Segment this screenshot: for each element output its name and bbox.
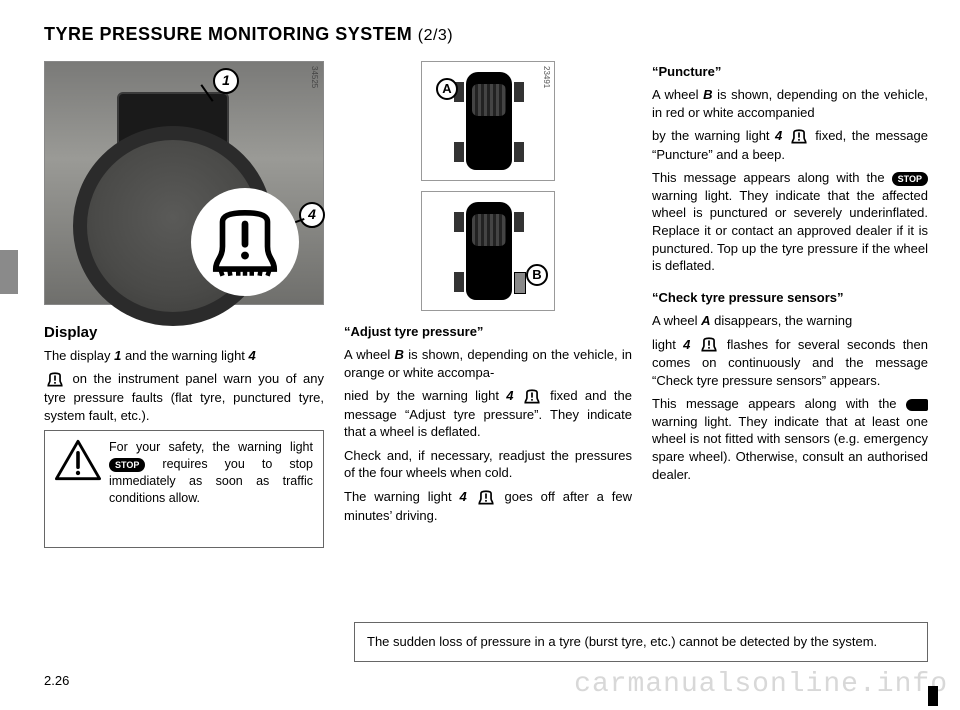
ref-B: B bbox=[395, 347, 404, 362]
t: warning light. They indicate that at lea… bbox=[652, 414, 928, 482]
diag-letter-a: A bbox=[436, 78, 458, 100]
ref-B: B bbox=[703, 87, 712, 102]
photo-id: 23491 bbox=[540, 66, 551, 88]
t: disappears, the warning bbox=[711, 313, 853, 328]
t: warning light. They indicate that the af… bbox=[652, 188, 928, 273]
tpms-inline-icon bbox=[788, 128, 810, 146]
t: The display bbox=[44, 348, 114, 363]
callout-4: 4 bbox=[299, 202, 325, 228]
t: by the warning light bbox=[652, 128, 775, 143]
ref-4: 4 bbox=[506, 388, 513, 403]
tpms-inline-icon bbox=[44, 371, 66, 389]
car-windshield bbox=[472, 84, 506, 116]
tpms-inline-icon bbox=[475, 489, 497, 507]
t: and the warning light bbox=[121, 348, 248, 363]
column-right: “Puncture” A wheel B is shown, depending… bbox=[652, 61, 928, 548]
columns: 34525 1 4 Display The disp bbox=[44, 61, 928, 548]
tpms-icon-circle bbox=[191, 188, 299, 296]
t: on the instrument panel warn you of any … bbox=[44, 371, 324, 422]
display-para-1: The display 1 and the warning light 4 bbox=[44, 347, 324, 365]
mid-p2: nied by the warning light 4 fixed and th… bbox=[344, 387, 632, 441]
t: This message appears along with the bbox=[652, 170, 892, 185]
r-p3: This message appears along with the STOP… bbox=[652, 169, 928, 274]
adjust-heading: “Adjust tyre pressure” bbox=[344, 323, 632, 341]
safety-text: For your safety, the warning light STOP … bbox=[109, 439, 313, 539]
t: A wheel bbox=[344, 347, 395, 362]
r-p4: A wheel A disappears, the warning bbox=[652, 312, 928, 330]
car-windshield bbox=[472, 214, 506, 246]
t: light bbox=[652, 337, 683, 352]
ref-4: 4 bbox=[683, 337, 690, 352]
t: A wheel bbox=[652, 313, 701, 328]
dashboard-photo: 34525 1 4 bbox=[44, 61, 324, 305]
note-box: The sudden loss of pressure in a tyre (b… bbox=[354, 622, 928, 662]
tyre-fr bbox=[514, 82, 524, 102]
safety-box: For your safety, the warning light STOP … bbox=[44, 430, 324, 548]
display-heading: Display bbox=[44, 323, 324, 343]
tyre-rl bbox=[454, 142, 464, 162]
tyre-rr bbox=[514, 142, 524, 162]
tyre-rr-highlight bbox=[514, 272, 526, 294]
mid-p4: The warning light 4 goes off after a few… bbox=[344, 488, 632, 524]
tyre-rl bbox=[454, 272, 464, 292]
warning-triangle-icon bbox=[55, 439, 101, 481]
diag-letter-b: B bbox=[526, 264, 548, 286]
ref-4: 4 bbox=[249, 348, 256, 363]
t: This message appears along with the bbox=[652, 396, 906, 411]
tpms-icon bbox=[209, 206, 281, 278]
t: nied by the warning light bbox=[344, 388, 506, 403]
note-text: The sudden loss of pressure in a tyre (b… bbox=[367, 634, 877, 649]
service-icon bbox=[906, 399, 928, 411]
corner-mark bbox=[928, 686, 938, 706]
title-main: TYRE PRESSURE MONITORING SYSTEM bbox=[44, 24, 412, 44]
mid-p3: Check and, if necessary, readjust the pr… bbox=[344, 447, 632, 482]
display-para-2: on the instrument panel warn you of any … bbox=[44, 370, 324, 424]
column-left: 34525 1 4 Display The disp bbox=[44, 61, 324, 548]
check-sensors-heading: “Check tyre pressure sensors” bbox=[652, 289, 928, 307]
title-part: (2/3) bbox=[418, 27, 453, 44]
callout-1: 1 bbox=[213, 68, 239, 94]
t: flashes for several sec­onds then comes … bbox=[652, 337, 928, 388]
t: The warning light bbox=[344, 489, 459, 504]
column-middle: 23491 A B “Adjust tyre pressure” bbox=[344, 61, 632, 548]
car-diagram-b: B bbox=[421, 191, 555, 311]
tpms-inline-icon bbox=[698, 336, 720, 354]
tpms-inline-icon bbox=[521, 388, 543, 406]
tyre-fl bbox=[454, 212, 464, 232]
ref-A: A bbox=[701, 313, 710, 328]
r-p2: by the warning light 4 fixed, the messag… bbox=[652, 127, 928, 163]
page-title: TYRE PRESSURE MONITORING SYSTEM (2/3) bbox=[44, 22, 928, 47]
t: A wheel bbox=[652, 87, 703, 102]
photo-id: 34525 bbox=[308, 66, 319, 88]
stop-pill-icon: STOP bbox=[892, 172, 928, 186]
r-p6: This message appears along with the warn… bbox=[652, 395, 928, 483]
page: TYRE PRESSURE MONITORING SYSTEM (2/3) 34… bbox=[0, 0, 960, 568]
r-p1: A wheel B is shown, depending on the veh… bbox=[652, 86, 928, 121]
puncture-heading: “Puncture” bbox=[652, 63, 928, 81]
ref-4: 4 bbox=[459, 489, 466, 504]
mid-p1: A wheel B is shown, depending on the veh… bbox=[344, 346, 632, 381]
tyre-fr bbox=[514, 212, 524, 232]
side-tab bbox=[0, 250, 18, 294]
t: For your safety, the warning light bbox=[109, 440, 313, 454]
page-number: 2.26 bbox=[44, 672, 69, 690]
watermark: carmanualsonline.info bbox=[574, 666, 948, 704]
ref-4: 4 bbox=[775, 128, 782, 143]
stop-pill-icon: STOP bbox=[109, 458, 145, 472]
r-p5: light 4 flashes for several sec­onds the… bbox=[652, 336, 928, 390]
car-diagram-a: 23491 A bbox=[421, 61, 555, 181]
